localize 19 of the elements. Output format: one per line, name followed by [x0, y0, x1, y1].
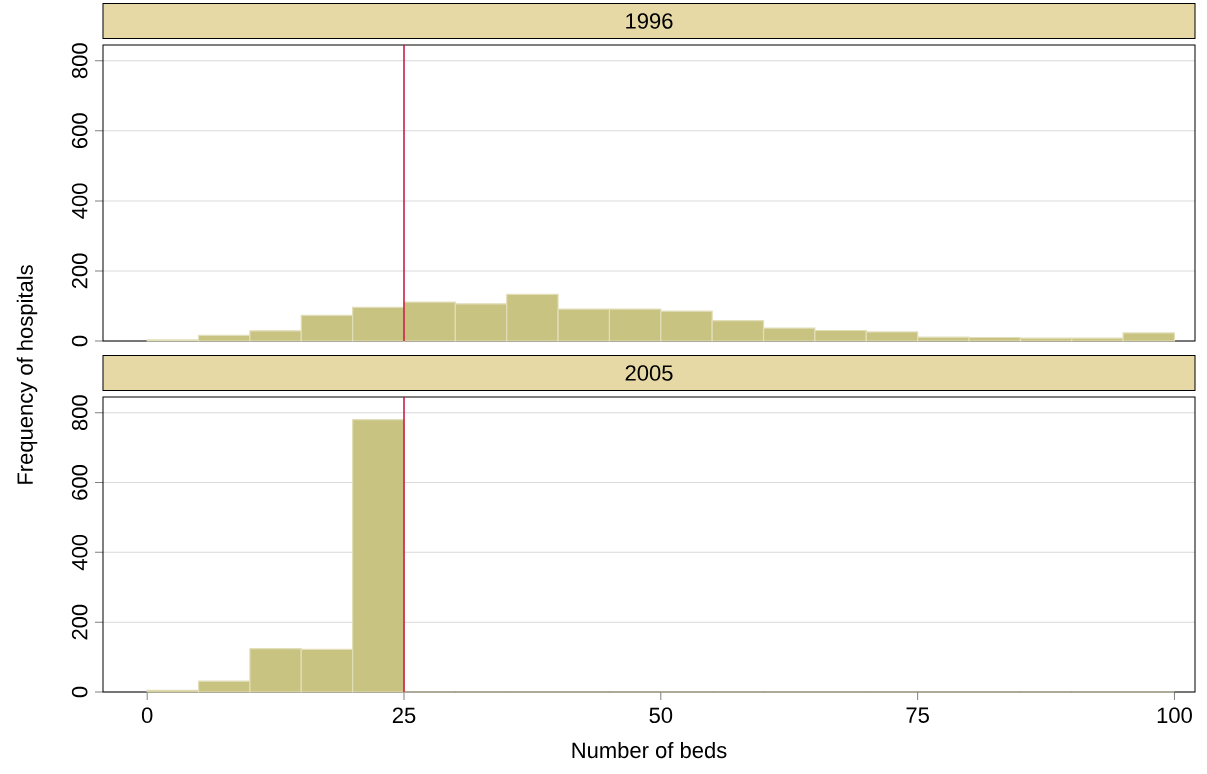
y-tick-label: 0	[71, 686, 88, 698]
y-tick-label: 600	[71, 465, 88, 500]
y-tick-label: 800	[71, 395, 88, 431]
x-tick-label: 0	[141, 707, 153, 724]
y-tick-label: 400	[71, 534, 88, 571]
y-tick-label: 200	[71, 253, 88, 289]
y-tick-label: 0	[71, 335, 88, 347]
y-tick-label: 600	[71, 113, 88, 149]
x-tick-label: 50	[649, 707, 673, 724]
chart-title: 1996	[626, 13, 673, 29]
x-axis-title: Number of beds	[572, 741, 727, 759]
x-tick-label: 25	[392, 707, 416, 724]
y-tick-label: 400	[71, 183, 88, 219]
y-tick-label: 200	[71, 604, 88, 640]
y-tick-label: 800	[71, 43, 88, 79]
chart-title: 2005	[625, 365, 673, 381]
x-tick-label: 100	[1157, 707, 1192, 724]
y-axis-title: Frequency of hospitals	[16, 265, 38, 484]
x-tick-label: 75	[906, 707, 929, 723]
